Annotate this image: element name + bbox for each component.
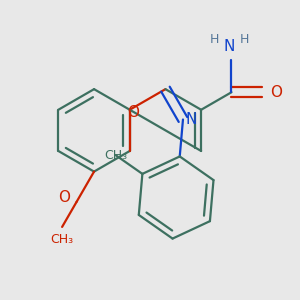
Text: O: O: [127, 105, 139, 120]
Text: H: H: [240, 33, 249, 46]
Text: O: O: [270, 85, 282, 100]
Text: N: N: [185, 112, 196, 127]
Text: CH₃: CH₃: [50, 233, 74, 246]
Text: H: H: [210, 33, 220, 46]
Text: O: O: [58, 190, 70, 205]
Text: N: N: [224, 39, 235, 54]
Text: CH₃: CH₃: [104, 149, 128, 162]
